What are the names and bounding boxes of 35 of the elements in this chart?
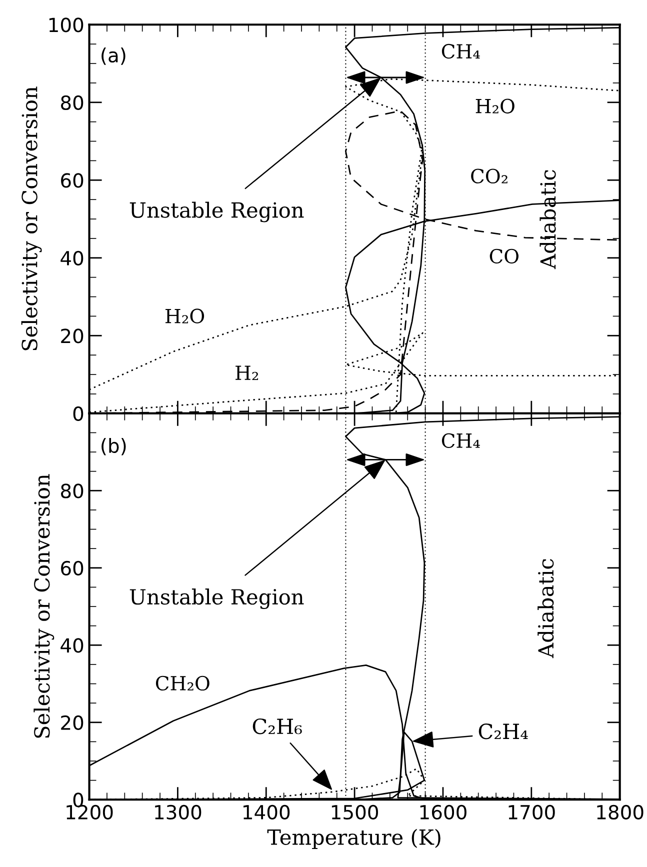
text: H₂O — [166, 308, 204, 324]
series-label: H₂ — [236, 366, 258, 380]
series-label: CH₂O — [156, 676, 210, 691]
series-label: CO₂ — [471, 168, 508, 184]
annotation: Adiabatic — [538, 559, 554, 658]
legend-label: CH₄ — [442, 44, 480, 59]
y-tick-label: 80 — [61, 484, 84, 498]
annotation: Adiabatic — [540, 170, 556, 270]
x-tick-label: 1300 — [155, 804, 202, 820]
series-label: CH₄ — [442, 433, 480, 448]
series-label: H₂O — [476, 98, 514, 114]
y-axis-title: Selectivity or Conversion — [21, 86, 42, 350]
x-tick-label: 1400 — [244, 804, 290, 820]
x-tick-label: 1700 — [508, 804, 555, 820]
annotation: C₂H₆ — [252, 718, 302, 734]
series-label: CO — [490, 248, 518, 264]
y-tick-label: 60 — [61, 560, 84, 576]
x-axis-title: Temperature (K) — [267, 828, 440, 850]
y-tick-label: 40 — [60, 638, 84, 653]
annotation: Unstable Region — [130, 202, 304, 222]
legend-label: C₂H₄ — [478, 723, 528, 740]
y-tick-label: 60 — [61, 173, 84, 188]
annotation: Unstable Region — [130, 588, 304, 610]
y-tick-label: 40 — [60, 250, 84, 266]
annotation: (a) — [102, 48, 126, 65]
y-tick-label: 20 — [61, 715, 84, 730]
x-tick-label: 1600 — [420, 804, 466, 820]
x-tick-label: 1800 — [597, 804, 644, 820]
y-tick-label: 100 — [49, 18, 84, 32]
x-tick-label: 1500 — [332, 804, 378, 820]
annotation: (b) — [102, 438, 126, 456]
y-axis-title: Selectivity or Conversion — [34, 474, 54, 738]
y-tick-label: 80 — [61, 95, 84, 110]
y-tick-label: 20 — [61, 328, 84, 344]
y-tick-label: 0 — [73, 406, 84, 422]
